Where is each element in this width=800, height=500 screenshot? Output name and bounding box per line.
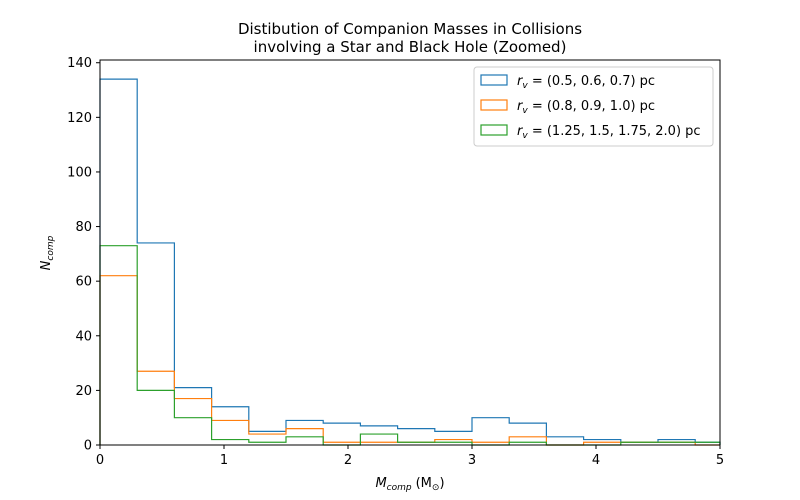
y-tick-label: 120 <box>67 111 92 126</box>
x-tick-label: 3 <box>468 453 476 468</box>
x-tick-label: 4 <box>592 453 600 468</box>
y-tick-label: 80 <box>75 220 92 235</box>
x-axis-ticks: 0 1 2 3 4 5 <box>96 445 724 468</box>
y-tick-label: 60 <box>75 275 92 290</box>
x-axis-label: Mcomp (M⊙) <box>375 476 444 493</box>
x-axis-label-sub: comp <box>387 483 412 493</box>
x-tick-label: 1 <box>220 453 228 468</box>
chart-title-line1: Distibution of Companion Masses in Colli… <box>238 20 582 38</box>
x-axis-label-unit-open: (M <box>416 476 432 491</box>
y-tick-label: 40 <box>75 329 92 344</box>
legend-swatch-3 <box>480 124 508 136</box>
y-tick-label: 0 <box>84 439 92 454</box>
legend-label-3: rv = (1.25, 1.5, 1.75, 2.0) pc <box>517 124 701 141</box>
y-axis-label-sub: comp <box>46 235 56 260</box>
y-tick-label: 20 <box>75 384 92 399</box>
legend-swatch-1 <box>480 74 508 86</box>
y-axis-ticks: 0 20 40 60 80 100 120 140 <box>67 56 100 454</box>
x-axis-label-unit-close: ) <box>439 476 444 491</box>
x-axis-label-unit-sub: ⊙ <box>432 483 440 493</box>
y-tick-label: 100 <box>67 165 92 180</box>
legend-label-2: rv = (0.8, 0.9, 1.0) pc <box>517 99 655 116</box>
y-axis-label-main: N <box>39 260 54 270</box>
x-tick-label: 2 <box>344 453 352 468</box>
chart-title-line2: involving a Star and Black Hole (Zoomed) <box>254 38 567 56</box>
legend-label-1: rv = (0.5, 0.6, 0.7) pc <box>517 74 655 91</box>
legend-swatch-2 <box>480 99 508 111</box>
y-tick-label: 140 <box>67 56 92 71</box>
legend-entries: rv = (0.5, 0.6, 0.7) pc rv = (0.8, 0.9, 1… <box>480 74 701 141</box>
legend-box <box>473 66 714 147</box>
x-tick-label: 0 <box>96 453 104 468</box>
y-axis-label: Ncomp <box>39 235 56 270</box>
x-axis-label-main: M <box>375 476 386 491</box>
legend: rv = (0.5, 0.6, 0.7) pc rv = (0.8, 0.9, 1… <box>473 66 714 147</box>
x-tick-label: 5 <box>716 453 724 468</box>
plot-frame <box>99 59 721 446</box>
